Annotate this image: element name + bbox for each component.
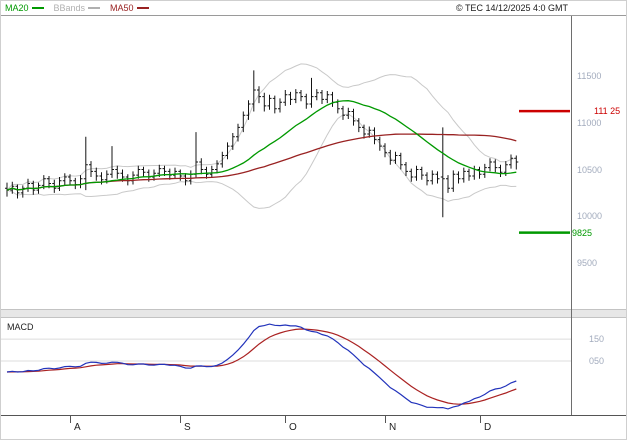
month-label: O — [289, 422, 297, 433]
legend-label: MA50 — [110, 3, 134, 13]
legend-label: BBands — [53, 3, 86, 13]
macd-panel-title: MACD — [7, 322, 34, 332]
legend-items: MA20 BBands MA50 — [5, 3, 149, 13]
ma20-line-swatch — [31, 7, 44, 9]
macd-axis-label: 150 — [589, 334, 605, 345]
legend-bar: MA20 BBands MA50 © TEC 14/12/2025 4:0 GMT — [1, 1, 626, 16]
main-chart: 11500 11000 10500 10000 9500 111 25 9825 — [1, 16, 626, 309]
legend-item-ma20: MA20 — [5, 3, 44, 13]
month-tick — [480, 416, 481, 423]
macd-panel: MACD 150 050 — [1, 318, 626, 415]
macd-plot — [1, 323, 571, 410]
month-tick — [285, 416, 286, 423]
copyright-text: © TEC 14/12/2025 4:0 GMT — [455, 3, 568, 13]
month-label: N — [389, 422, 397, 433]
legend-item-bbands: BBands — [54, 3, 101, 13]
resistance-level-label: 111 25 — [594, 106, 621, 117]
month-label: S — [184, 422, 191, 433]
panel-splitter — [1, 309, 626, 318]
month-label: A — [74, 422, 81, 433]
price-axis-label: 11000 — [577, 117, 602, 128]
price-axis-label: 9500 — [577, 258, 598, 268]
price-chart-plot — [5, 63, 570, 234]
price-axis-label: 10000 — [577, 211, 603, 222]
support-level-label: 9825 — [572, 227, 593, 238]
macd-axis-label: 050 — [589, 356, 605, 367]
month-tick — [70, 416, 71, 423]
legend-label: MA20 — [5, 3, 29, 13]
month-tick — [180, 416, 181, 423]
month-tick — [385, 416, 386, 423]
ma50-line-swatch — [136, 7, 149, 9]
month-label: D — [484, 422, 492, 433]
bbands-line-swatch — [88, 7, 101, 9]
price-axis-line — [571, 16, 572, 415]
legend-item-ma50: MA50 — [110, 3, 149, 13]
price-axis-label: 10500 — [577, 164, 603, 175]
price-axis-label: 11500 — [577, 71, 602, 81]
